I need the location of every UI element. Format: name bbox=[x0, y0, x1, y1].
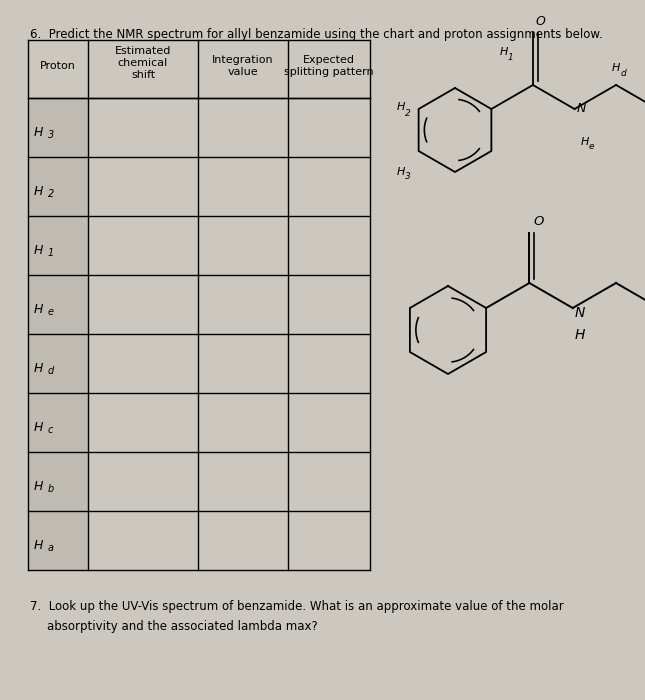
Text: H: H bbox=[397, 167, 405, 177]
Bar bbox=[28, 452, 88, 511]
Text: H: H bbox=[612, 63, 620, 73]
Text: H: H bbox=[580, 137, 589, 147]
Text: N: N bbox=[575, 306, 585, 320]
Text: d: d bbox=[48, 366, 54, 376]
Text: 7.  Look up the UV-Vis spectrum of benzamide. What is an approximate value of th: 7. Look up the UV-Vis spectrum of benzam… bbox=[30, 600, 564, 613]
Bar bbox=[28, 216, 88, 275]
Text: c: c bbox=[48, 425, 54, 435]
Text: N: N bbox=[577, 102, 586, 116]
Text: H: H bbox=[575, 328, 585, 342]
Text: H: H bbox=[34, 362, 43, 375]
Text: H: H bbox=[34, 421, 43, 434]
Bar bbox=[28, 334, 88, 393]
Text: O: O bbox=[536, 15, 546, 28]
Text: H: H bbox=[34, 480, 43, 493]
Text: e: e bbox=[588, 142, 594, 151]
Text: H: H bbox=[34, 302, 43, 316]
Text: 3: 3 bbox=[48, 130, 54, 140]
Bar bbox=[28, 275, 88, 334]
Text: d: d bbox=[620, 69, 626, 78]
Text: H: H bbox=[34, 126, 43, 139]
Text: H: H bbox=[34, 539, 43, 552]
Bar bbox=[28, 98, 88, 157]
Text: 3: 3 bbox=[404, 172, 410, 181]
Text: absorptivity and the associated lambda max?: absorptivity and the associated lambda m… bbox=[47, 620, 318, 633]
Text: 6.  Predict the NMR spectrum for allyl benzamide using the chart and proton assi: 6. Predict the NMR spectrum for allyl be… bbox=[30, 28, 602, 41]
Bar bbox=[28, 511, 88, 570]
Text: a: a bbox=[48, 543, 54, 553]
Text: H: H bbox=[34, 185, 43, 197]
Text: 1: 1 bbox=[48, 248, 54, 258]
Text: H: H bbox=[34, 244, 43, 257]
Text: Proton: Proton bbox=[40, 61, 76, 71]
Text: Expected
splitting pattern: Expected splitting pattern bbox=[284, 55, 374, 77]
Text: Estimated
chemical
shift: Estimated chemical shift bbox=[115, 46, 171, 80]
Text: 2: 2 bbox=[48, 189, 54, 199]
Text: 1: 1 bbox=[508, 53, 513, 62]
Bar bbox=[28, 393, 88, 452]
Text: e: e bbox=[48, 307, 54, 317]
Text: H: H bbox=[397, 102, 405, 112]
Bar bbox=[28, 157, 88, 216]
Text: H: H bbox=[499, 47, 508, 57]
Text: 2: 2 bbox=[404, 108, 410, 118]
Text: b: b bbox=[48, 484, 54, 494]
Text: O: O bbox=[533, 215, 544, 228]
Text: Integration
value: Integration value bbox=[212, 55, 274, 77]
